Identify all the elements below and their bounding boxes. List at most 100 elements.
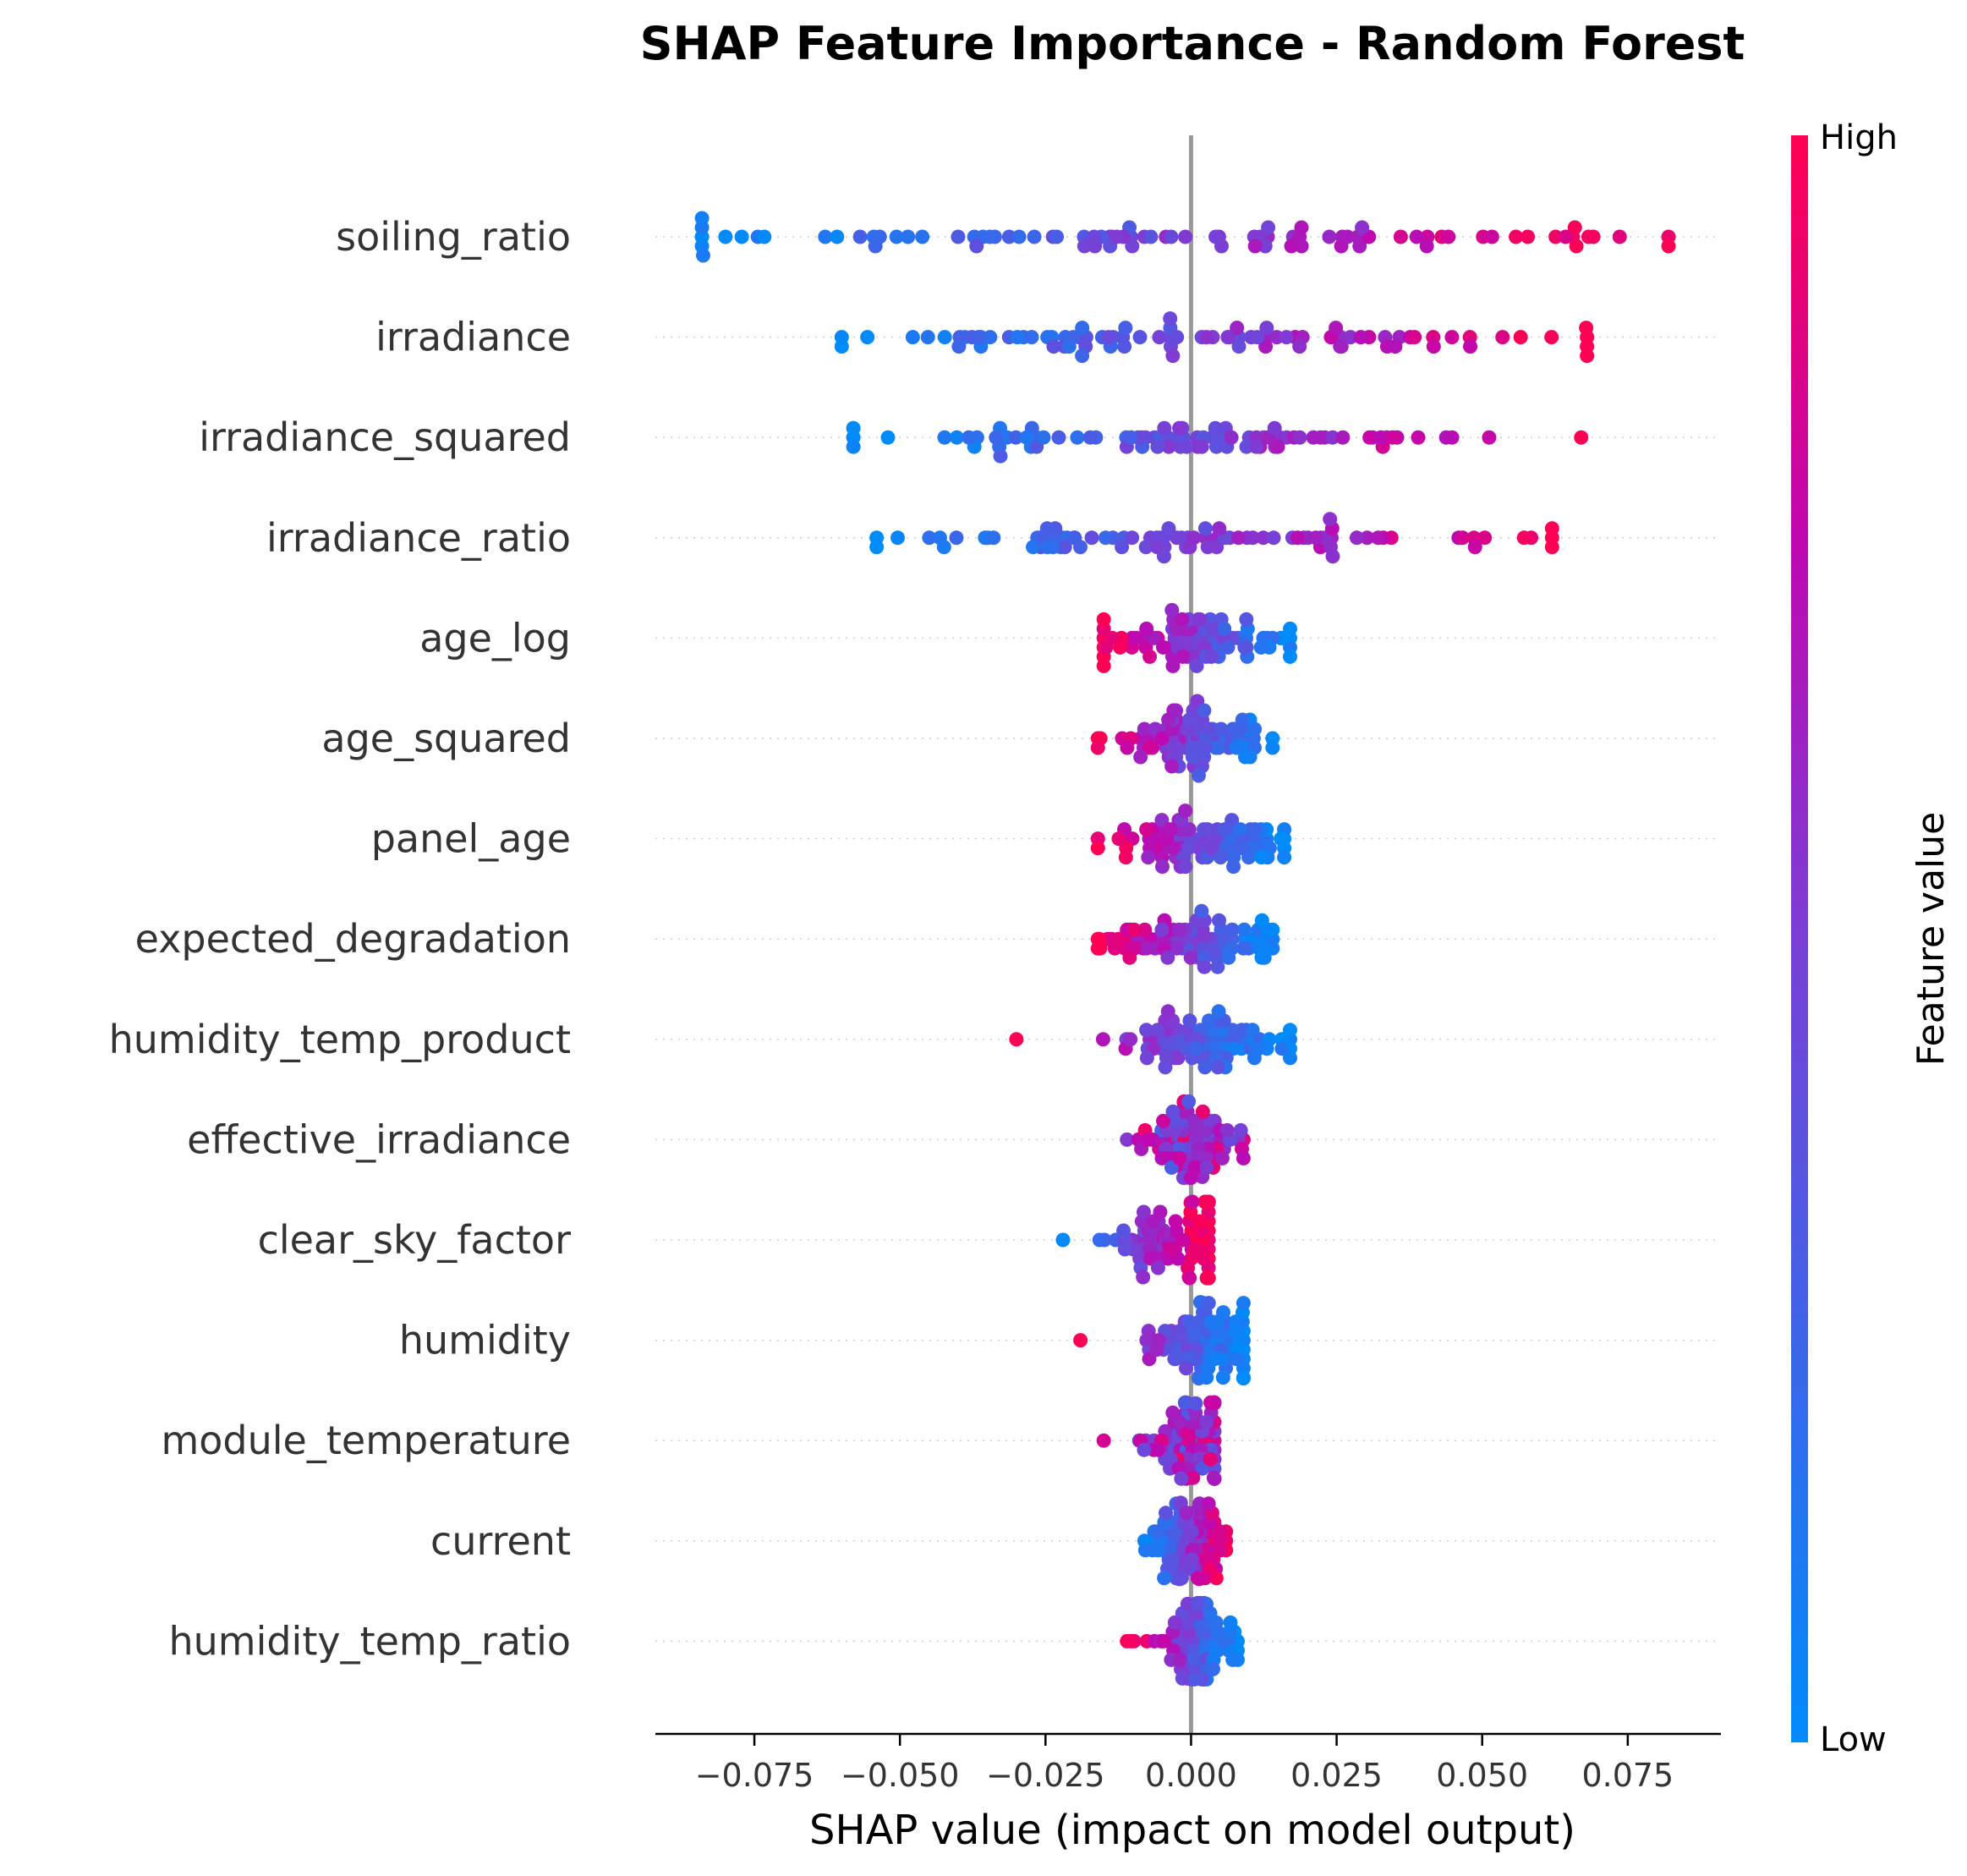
feature-label: clear_sky_factor bbox=[258, 1217, 572, 1263]
shap-point bbox=[1161, 439, 1176, 454]
shap-point bbox=[1168, 1352, 1183, 1367]
shap-point bbox=[1282, 1050, 1297, 1066]
shap-point bbox=[1208, 740, 1224, 755]
shap-point bbox=[1111, 831, 1126, 847]
shap-point bbox=[1009, 1032, 1024, 1047]
shap-point bbox=[1355, 220, 1370, 235]
shap-point bbox=[1137, 922, 1153, 937]
shap-point bbox=[1154, 813, 1170, 828]
feature-label: irradiance_ratio bbox=[266, 515, 571, 561]
feature-label: irradiance_squared bbox=[199, 414, 571, 460]
shap-point bbox=[1236, 922, 1252, 937]
shap-point bbox=[1154, 731, 1170, 746]
shap-point bbox=[1164, 602, 1180, 617]
colorbar-title: Feature value bbox=[1909, 812, 1953, 1066]
shap-point bbox=[1197, 1060, 1213, 1075]
shap-point bbox=[1120, 1132, 1135, 1147]
shap-point bbox=[1123, 430, 1138, 445]
shap-point bbox=[1292, 430, 1307, 445]
shap-point bbox=[1393, 229, 1408, 244]
shap-point bbox=[1201, 1194, 1216, 1210]
shap-point bbox=[1208, 229, 1224, 244]
shap-point bbox=[1049, 229, 1065, 244]
shap-point bbox=[1001, 229, 1016, 244]
shap-point bbox=[1150, 439, 1165, 454]
shap-point bbox=[1167, 1615, 1182, 1630]
shap-point bbox=[1179, 1506, 1194, 1521]
shap-point bbox=[1210, 1314, 1225, 1330]
shap-point bbox=[1294, 220, 1309, 235]
shap-point bbox=[1236, 1296, 1251, 1311]
shap-point bbox=[694, 211, 710, 226]
shap-point bbox=[1178, 1361, 1193, 1376]
x-tick-label: 0.075 bbox=[1581, 1757, 1674, 1794]
x-axis-ticks: −0.075 −0.050 −0.025 0.000 0.025 0.050 0.075 bbox=[695, 1734, 1674, 1794]
shap-point bbox=[1407, 330, 1422, 345]
shap-point bbox=[1279, 330, 1294, 345]
shap-point bbox=[1178, 229, 1193, 244]
shap-point bbox=[1373, 430, 1389, 445]
shap-point bbox=[1205, 941, 1220, 956]
shap-point bbox=[1010, 330, 1025, 345]
shap-point bbox=[1090, 841, 1105, 856]
shap-point bbox=[1203, 649, 1219, 664]
shap-point bbox=[1579, 321, 1594, 336]
shap-point bbox=[1170, 330, 1185, 345]
shap-point bbox=[1194, 439, 1209, 454]
shap-point bbox=[989, 430, 1004, 445]
shap-point bbox=[1548, 229, 1564, 244]
shap-point bbox=[1129, 630, 1144, 645]
shap-point bbox=[1196, 1251, 1211, 1266]
shap-point bbox=[1201, 1296, 1216, 1311]
shap-point bbox=[1197, 703, 1212, 718]
shap-point bbox=[1208, 1571, 1224, 1586]
colorbar-high-label: High bbox=[1820, 118, 1898, 157]
shap-point bbox=[1444, 330, 1460, 345]
shap-point bbox=[1233, 1122, 1248, 1138]
shap-point bbox=[1088, 239, 1103, 254]
feature-label: humidity_temp_product bbox=[109, 1017, 571, 1062]
x-tick-label: 0.000 bbox=[1145, 1757, 1237, 1794]
shap-point bbox=[1509, 229, 1524, 244]
shap-point bbox=[1419, 239, 1434, 254]
shap-point bbox=[1221, 950, 1236, 965]
shap-point bbox=[1233, 822, 1248, 837]
shap-point bbox=[1477, 530, 1493, 546]
shap-point bbox=[1195, 1104, 1210, 1119]
shap-point bbox=[695, 248, 710, 263]
shap-point bbox=[1186, 1671, 1202, 1687]
shap-point bbox=[1246, 1050, 1262, 1066]
shap-point bbox=[915, 229, 930, 244]
shap-point bbox=[1141, 850, 1156, 865]
feature-label: effective_irradiance bbox=[187, 1116, 571, 1162]
x-tick-label: −0.050 bbox=[841, 1757, 960, 1794]
shap-point bbox=[1385, 430, 1400, 445]
shap-point bbox=[1225, 922, 1240, 937]
shap-point bbox=[1181, 1314, 1197, 1330]
shap-point bbox=[1154, 922, 1170, 937]
shap-point bbox=[1192, 612, 1208, 627]
shap-point bbox=[889, 229, 904, 244]
colorbar bbox=[1791, 135, 1808, 1742]
shap-point bbox=[1223, 1615, 1238, 1630]
shap-point bbox=[852, 229, 868, 244]
colorbar-low-label: Low bbox=[1820, 1720, 1887, 1759]
shap-point bbox=[1165, 1405, 1181, 1420]
shap-point bbox=[1258, 339, 1274, 354]
shap-point bbox=[1118, 321, 1133, 336]
shap-point bbox=[1229, 1352, 1244, 1367]
shap-point bbox=[1558, 229, 1573, 244]
shap-point bbox=[922, 530, 937, 546]
shap-point bbox=[1199, 330, 1214, 345]
shap-point bbox=[1168, 1214, 1183, 1229]
shap-point bbox=[1111, 931, 1126, 946]
shap-point bbox=[1484, 229, 1499, 244]
shap-point bbox=[1333, 339, 1348, 354]
shap-point bbox=[1139, 822, 1154, 837]
shap-point bbox=[1213, 1524, 1228, 1539]
shap-point bbox=[1197, 959, 1212, 974]
shap-point bbox=[1463, 339, 1478, 354]
shap-point bbox=[1181, 1094, 1197, 1109]
shap-point bbox=[1116, 1223, 1131, 1238]
shap-point bbox=[1123, 1032, 1138, 1047]
